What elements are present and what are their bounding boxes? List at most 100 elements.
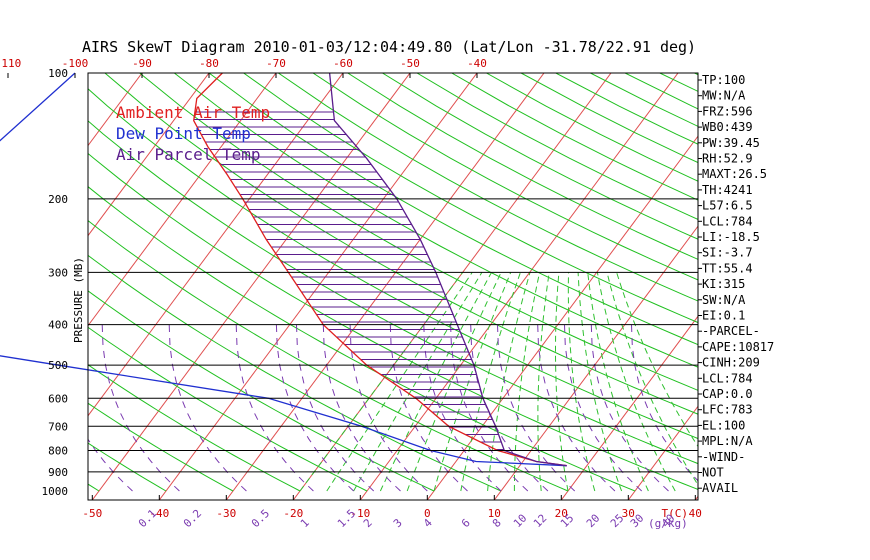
dry-adiabat (451, 73, 698, 201)
dry-adiabat (416, 73, 698, 220)
moist-adiabat (577, 272, 623, 492)
bottom-tick-label: 10 (488, 507, 501, 520)
dry-adiabat (88, 442, 167, 492)
moist-adiabat (460, 272, 521, 492)
bottom-tick-label: 0 (424, 507, 431, 520)
legend-entry: Air Parcel Temp (116, 145, 261, 164)
index-value: -PARCEL- (702, 324, 760, 338)
y-tick-label: 300 (48, 266, 68, 279)
y-axis-label: PRESSURE (MB) (72, 257, 85, 343)
y-tick-label: 200 (48, 193, 68, 206)
top-tick-label: -40 (467, 57, 487, 70)
mixing-ratio-line (168, 324, 247, 492)
top-tick-label: -50 (400, 57, 420, 70)
bottom-axis-label: T(C) (662, 507, 689, 520)
index-value: CAP:0.0 (702, 387, 753, 401)
legend-entry: Ambient Air Temp (116, 103, 270, 122)
index-value: TP:100 (702, 73, 745, 87)
index-value: PW:39.45 (702, 136, 760, 150)
moist-adiabat (587, 272, 649, 492)
y-tick-label: 400 (48, 319, 68, 332)
index-value: LCL:784 (702, 214, 753, 228)
moist-adiabat (537, 272, 550, 492)
plot-border (87, 72, 699, 501)
index-value: FRZ:596 (702, 104, 753, 118)
bottom-tick-label: -10 (350, 507, 370, 520)
moist-adiabat (379, 272, 492, 492)
isotherm (740, 0, 870, 530)
legend-entry: Dew Point Temp (116, 124, 251, 143)
y-tick-label: 100 (48, 67, 68, 80)
bottom-tick-label: -30 (216, 507, 236, 520)
top-tick-label: -60 (333, 57, 353, 70)
index-value: SW:N/A (702, 293, 746, 307)
moist-adiabat (555, 272, 569, 492)
moist-adiabat (596, 272, 676, 492)
index-value: SI:-3.7 (702, 246, 753, 260)
top-tick-label: -70 (266, 57, 286, 70)
index-value: EL:100 (702, 418, 745, 432)
mixing-ratio-label: 0.2 (181, 507, 204, 530)
index-value: KI:315 (702, 277, 745, 291)
index-value: EI:0.1 (702, 309, 745, 323)
index-value: MAXT:26.5 (702, 167, 767, 181)
index-value: MW:N/A (702, 89, 746, 103)
dry-adiabat (243, 73, 698, 324)
y-tick-label: 800 (48, 444, 68, 457)
isotherm (493, 225, 698, 500)
y-tick-label: 1000 (42, 485, 69, 498)
index-value: WB0:439 (702, 120, 753, 134)
cape-hatching (193, 111, 524, 458)
top-tick-label: -90 (132, 57, 152, 70)
dry-adiabat (208, 73, 698, 346)
moist-adiabat (353, 272, 483, 492)
index-value: LFC:783 (702, 403, 753, 417)
dry-adiabat (173, 73, 698, 368)
dry-adiabat (278, 73, 698, 302)
isotherm (225, 73, 545, 500)
moist-adiabat (513, 272, 541, 491)
bottom-tick-label: 20 (555, 507, 568, 520)
y-tick-label: 500 (48, 359, 68, 372)
isotherm (158, 73, 478, 500)
isotherm (807, 0, 870, 530)
dry-adiabat (347, 73, 698, 260)
index-value: TT:55.4 (702, 261, 753, 275)
dry-adiabat (486, 73, 698, 182)
axes: 1002003004005006007008009001000-120-110-… (0, 57, 702, 530)
chart-title: AIRS SkewT Diagram 2010-01-03/12:04:49.8… (82, 38, 696, 56)
index-value: LI:-18.5 (702, 230, 760, 244)
mixing-ratio-line (101, 324, 180, 492)
index-value: MPL:N/A (702, 434, 753, 448)
index-value: CINH:209 (702, 356, 760, 370)
mixing-ratio-label: 6 (459, 516, 473, 530)
moist-adiabat (487, 272, 531, 492)
y-tick-label: 700 (48, 420, 68, 433)
index-value: NOT (702, 466, 724, 480)
mixing-ratio-label: 1 (298, 516, 312, 530)
mixing-ratio-line (450, 324, 529, 492)
mixing-ratio-label: 0.5 (249, 507, 272, 530)
moist-adiabat (406, 272, 502, 492)
dry-adiabat (88, 219, 569, 492)
moist-adiabat (433, 272, 512, 492)
top-tick-label: -100 (62, 57, 89, 70)
dry-adiabat (659, 73, 698, 92)
isotherm (88, 73, 210, 237)
mixing-ratio-line (275, 324, 354, 492)
y-tick-label: 600 (48, 392, 68, 405)
moist-adiabat (567, 272, 596, 492)
dewpoint-temp-line (0, 72, 567, 467)
index-value: AVAIL (702, 481, 738, 495)
index-value: TH:4241 (702, 183, 753, 197)
isotherm (560, 315, 698, 500)
dry-adiabat (520, 73, 698, 164)
mixing-ratio-unit: (g/kg) (648, 517, 688, 530)
dry-adiabat (88, 120, 698, 465)
index-value: RH:52.9 (702, 152, 753, 166)
index-value: L57:6.5 (702, 199, 753, 213)
index-value: -WIND- (702, 450, 745, 464)
bottom-tick-label: -40 (149, 507, 169, 520)
